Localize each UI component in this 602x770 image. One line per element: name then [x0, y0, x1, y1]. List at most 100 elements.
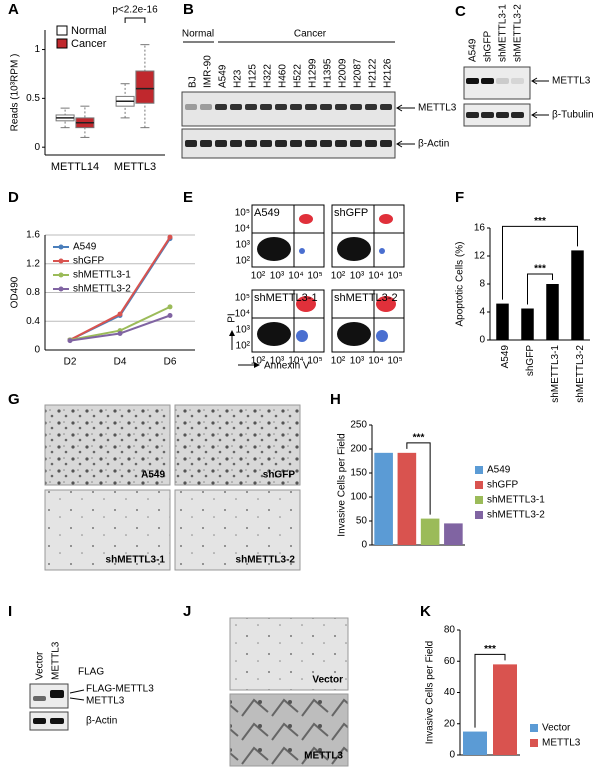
y-tick-label: 12 [474, 251, 486, 262]
y-tick-label: 50 [356, 516, 368, 527]
x-tick-label: A549 [500, 345, 511, 369]
band [305, 140, 317, 147]
x-tick-label: 10² [251, 356, 266, 367]
lane-label: IMR-90 [203, 55, 214, 88]
legend-marker [58, 258, 64, 264]
micrograph [174, 489, 301, 571]
lane-label: shGFP [483, 31, 494, 62]
y-tick-label: 0.8 [26, 287, 40, 298]
band-label: FLAG-METTL3 [86, 684, 154, 695]
bracket [474, 653, 506, 728]
band [33, 718, 46, 724]
lane-label: A549 [218, 64, 229, 88]
panel-label: H [330, 391, 341, 408]
x-tick-label: 10⁴ [288, 356, 303, 367]
band [466, 78, 479, 84]
image-label: METTL3 [304, 751, 343, 762]
x-tick-label: D2 [64, 357, 77, 368]
bar [463, 731, 487, 755]
y-tick-label: 10⁵ [235, 208, 250, 219]
band [33, 696, 46, 701]
lane-label: H460 [278, 64, 289, 88]
band [365, 104, 377, 110]
legend-label: shGFP [487, 480, 518, 491]
bar [571, 250, 584, 340]
y-tick-label: 1.2 [26, 258, 40, 269]
panel-label: G [8, 391, 20, 408]
band [335, 140, 347, 147]
band [200, 140, 212, 147]
x-tick-label: 10³ [270, 356, 285, 367]
x-tick-label: 10⁴ [368, 356, 383, 367]
annotation: *** [534, 264, 546, 275]
y-tick-label: 0.5 [26, 93, 40, 104]
legend-label: Vector [542, 723, 571, 734]
antibody-label: FLAG [78, 667, 104, 678]
bracket [124, 17, 146, 23]
lane-label: A549 [468, 38, 479, 62]
y-tick-label: 40 [444, 687, 456, 698]
legend-marker [58, 244, 64, 250]
band-label: β-Tubulin [552, 110, 594, 121]
legend-swatch [56, 25, 68, 36]
panel-label: K [420, 603, 431, 620]
x-tick-label: 10² [331, 271, 346, 282]
box [135, 70, 155, 104]
annotation: p<2.2e-16 [112, 5, 158, 16]
cell-cloud [379, 248, 385, 254]
marker [167, 234, 173, 240]
y-tick-label: 10² [236, 256, 251, 267]
y-tick-label: 10³ [236, 325, 251, 336]
lane-label: H522 [293, 64, 304, 88]
image-label: Vector [312, 675, 343, 686]
y-tick-label: 250 [350, 420, 367, 431]
blot [181, 128, 396, 159]
legend-label: Normal [71, 25, 106, 37]
y-tick-label: 1 [34, 44, 40, 55]
cell-cloud [257, 237, 291, 261]
y-tick-label: 0 [34, 142, 40, 153]
micrograph [229, 617, 349, 691]
group-label: Cancer [294, 29, 327, 40]
sample-label: shGFP [334, 207, 368, 219]
band [481, 112, 494, 118]
annotation: *** [413, 432, 425, 443]
x-tick-label: 10³ [270, 271, 285, 282]
arrow [531, 111, 549, 119]
image-label: shMETTL3-2 [236, 555, 296, 566]
bar [444, 523, 463, 545]
x-tick-label: shMETTL3-1 [550, 345, 561, 403]
legend-swatch [56, 38, 68, 49]
x-tick-label: D4 [114, 357, 127, 368]
x-tick-label: 10⁵ [307, 356, 322, 367]
band [185, 104, 197, 110]
y-tick-label: 100 [350, 492, 367, 503]
y-tick-label: 16 [474, 223, 486, 234]
flow-x-label: Annexin V [264, 361, 310, 372]
band [511, 78, 524, 84]
y-axis-label: Invasive Cells per Field [425, 641, 436, 744]
panel-label: B [183, 1, 194, 18]
band [320, 140, 332, 147]
panel-label: C [455, 3, 466, 20]
band-label: METTL3 [552, 76, 591, 87]
legend-label: shMETTL3-2 [487, 510, 545, 521]
marker [117, 330, 123, 336]
band [260, 140, 272, 147]
legend-marker [58, 272, 64, 278]
y-tick-label: 150 [350, 468, 367, 479]
cell-cloud [337, 237, 371, 261]
legend-label: shMETTL3-2 [73, 284, 131, 295]
panel-label: J [183, 603, 191, 620]
image-label: A549 [141, 470, 165, 481]
panel-label: F [455, 189, 464, 206]
blot [29, 711, 69, 731]
y-axis-label: Reads (10³RPM ) [10, 54, 21, 132]
bracket [406, 442, 431, 515]
marker [167, 304, 173, 310]
lane-label: Vector [35, 651, 46, 680]
sample-label: shMETTL3-1 [254, 292, 318, 304]
bar [493, 664, 517, 755]
annotation: *** [484, 644, 496, 655]
band [511, 112, 524, 118]
